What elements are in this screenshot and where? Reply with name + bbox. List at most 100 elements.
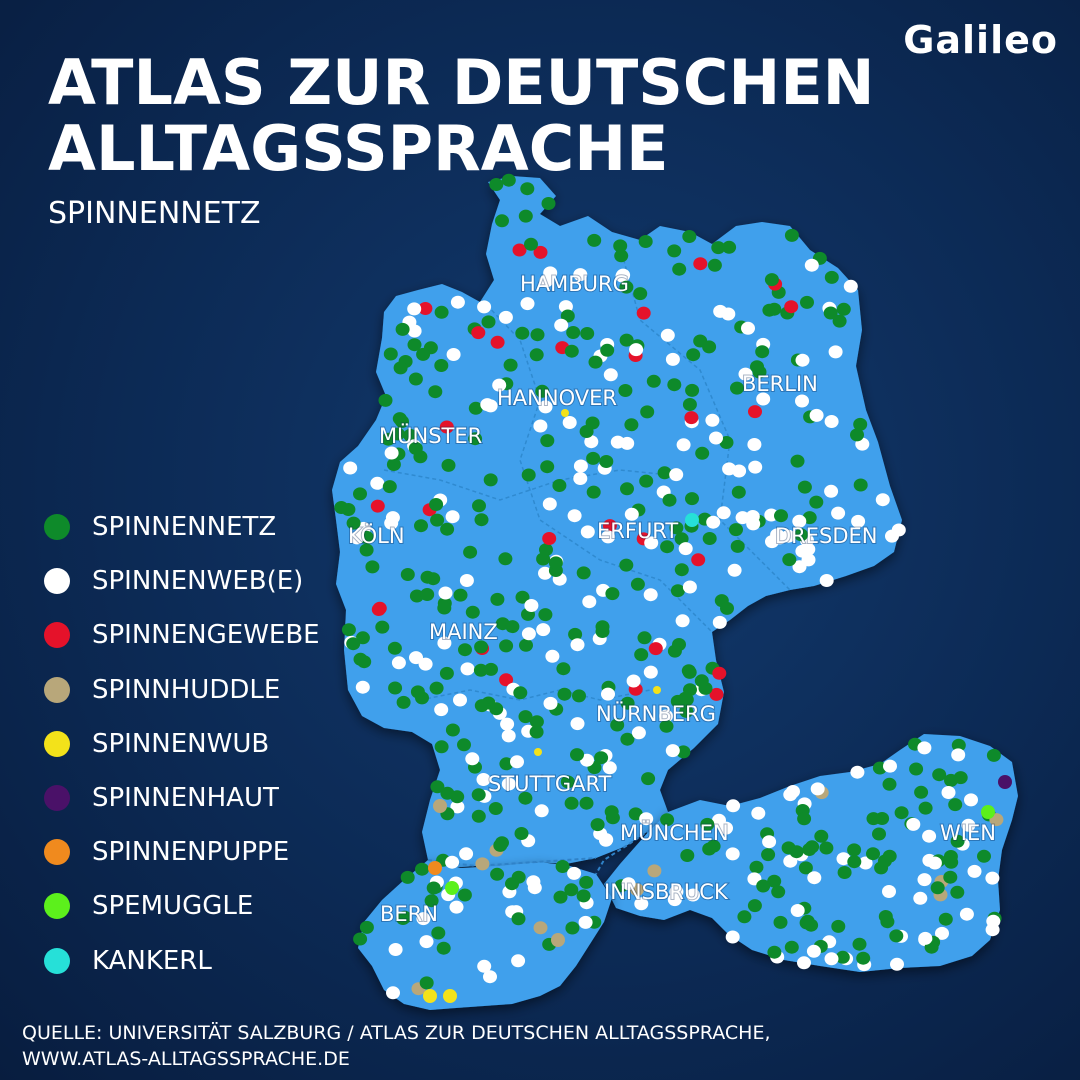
legend-label: SPINNENWEB(E)	[92, 566, 304, 597]
survey-dot	[601, 530, 616, 544]
survey-dot	[633, 287, 648, 301]
survey-dot	[488, 802, 503, 815]
survey-dot	[579, 796, 594, 810]
survey-dot	[941, 786, 956, 799]
survey-dot	[542, 497, 557, 511]
city-label-wien: WIEN	[940, 821, 996, 845]
survey-dot	[511, 954, 526, 968]
city-label-muenster: MÜNSTER	[379, 423, 482, 448]
survey-dot	[438, 586, 453, 600]
survey-dot	[938, 912, 953, 926]
survey-dot	[359, 920, 374, 934]
survey-dot	[350, 531, 364, 545]
survey-dot	[568, 627, 583, 641]
survey-dot	[445, 855, 460, 869]
survey-dot	[370, 499, 385, 513]
region-switzerland	[358, 860, 612, 1010]
survey-dot	[676, 438, 691, 452]
survey-dot	[536, 552, 551, 566]
survey-dot	[540, 434, 555, 448]
survey-dot	[639, 474, 654, 488]
survey-dot	[416, 347, 431, 361]
survey-dot	[750, 360, 764, 374]
survey-dot	[667, 378, 682, 392]
survey-dot	[475, 857, 490, 871]
survey-dot	[856, 951, 871, 965]
survey-dot	[889, 929, 904, 943]
survey-dot	[499, 757, 514, 771]
survey-dot	[357, 655, 372, 669]
survey-dot	[730, 539, 745, 553]
survey-dot	[755, 345, 770, 359]
survey-dot	[386, 458, 401, 471]
survey-dot	[662, 493, 677, 507]
survey-dot	[878, 910, 893, 923]
survey-dot	[353, 487, 367, 501]
legend-swatch-spemuggle	[44, 893, 70, 920]
survey-dot	[552, 479, 567, 492]
survey-dot	[567, 509, 582, 523]
survey-dot	[748, 405, 762, 419]
survey-dot	[588, 355, 603, 369]
survey-dot	[771, 885, 786, 899]
survey-dot	[824, 270, 839, 284]
survey-dot	[416, 912, 431, 926]
survey-dot	[483, 970, 497, 984]
survey-dot	[852, 937, 867, 951]
survey-dot	[967, 864, 982, 878]
survey-dot	[935, 926, 949, 940]
survey-dot	[950, 834, 965, 848]
survey-dot	[391, 656, 406, 670]
legend: SPINNENNETZ SPINNENWEB(E) SPINNENGEWEBE …	[44, 500, 320, 988]
survey-dot	[675, 614, 690, 628]
survey-dot	[400, 870, 415, 884]
legend-swatch-spinnhuddle	[44, 676, 70, 703]
survey-dot	[573, 472, 588, 485]
border-de-at	[595, 829, 651, 875]
survey-dot	[866, 847, 880, 861]
survey-dot	[536, 623, 551, 637]
survey-dot	[557, 687, 572, 701]
survey-dot	[678, 542, 693, 556]
survey-dot	[624, 418, 639, 432]
survey-dot	[610, 718, 625, 732]
survey-dot	[616, 268, 631, 282]
survey-dot	[620, 482, 634, 496]
legend-item-spinnenwub: SPINNENWUB	[44, 717, 320, 771]
survey-dot	[882, 777, 897, 791]
survey-dot	[567, 866, 582, 880]
survey-dot	[824, 952, 839, 966]
city-label-dresden: DRESDEN	[775, 524, 878, 548]
survey-dot	[836, 852, 851, 866]
survey-dot	[676, 745, 691, 759]
survey-dot	[505, 877, 519, 891]
survey-dot	[534, 804, 549, 818]
survey-dot	[450, 295, 465, 309]
city-label-bern: BERN	[380, 902, 438, 926]
survey-dot	[538, 608, 553, 622]
survey-dot	[578, 915, 593, 929]
survey-dot	[644, 536, 659, 550]
survey-dot-spinnenwub	[443, 989, 457, 1003]
legend-label: KANKERL	[92, 945, 212, 976]
survey-dot	[555, 860, 570, 873]
survey-dot	[598, 833, 613, 847]
survey-dot	[913, 891, 928, 905]
survey-dot	[639, 812, 654, 826]
survey-dot	[600, 343, 615, 357]
survey-dot	[499, 639, 514, 653]
survey-dot	[694, 674, 709, 688]
survey-dot	[882, 885, 896, 898]
survey-dot	[922, 829, 937, 843]
survey-dot-spinnenwub	[653, 686, 661, 694]
survey-dot	[636, 306, 651, 320]
survey-dot	[761, 848, 776, 862]
survey-dot	[665, 744, 680, 758]
legend-swatch-spinnengewebe	[44, 622, 70, 649]
survey-dot	[595, 625, 610, 638]
legend-item-spinnenpuppe: SPINNENPUPPE	[44, 825, 320, 879]
survey-dot	[731, 485, 746, 499]
survey-dot	[674, 532, 689, 546]
survey-dot	[700, 817, 715, 831]
survey-dot	[669, 468, 684, 482]
